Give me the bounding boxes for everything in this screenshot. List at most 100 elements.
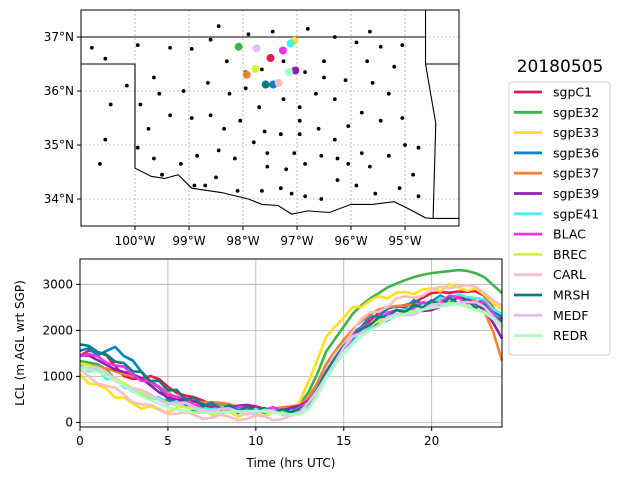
map-x-tick-label: 96°W xyxy=(334,234,367,248)
mesonet-station xyxy=(303,70,307,74)
legend-label-medf: MEDF xyxy=(553,308,589,323)
legend-label-brec: BREC xyxy=(553,247,587,262)
site-marker-brec xyxy=(251,64,260,73)
mesonet-station xyxy=(160,172,164,177)
mesonet-station xyxy=(195,153,200,158)
mesonet-station xyxy=(346,124,351,128)
mesonet-points xyxy=(89,24,421,201)
mesonet-station xyxy=(332,35,337,39)
site-marker-mrsh xyxy=(261,80,270,89)
ts-y-tick-label: 3000 xyxy=(42,277,73,291)
mesonet-station xyxy=(152,156,156,161)
ts-x-tick-label: 0 xyxy=(76,434,84,448)
mesonet-station xyxy=(208,113,213,118)
mesonet-station xyxy=(281,59,286,64)
mesonet-station xyxy=(365,59,370,64)
site-marker-sgpc1 xyxy=(266,54,275,63)
mesonet-station xyxy=(146,126,151,131)
legend-label-sgpe39: sgpE39 xyxy=(553,186,599,201)
mesonet-station xyxy=(103,56,108,61)
mesonet-station xyxy=(246,32,251,37)
mesonet-station xyxy=(181,89,186,93)
mesonet-station xyxy=(89,45,94,50)
mesonet-station xyxy=(265,151,270,156)
site-marker-sgpe32 xyxy=(234,42,243,51)
mesonet-station xyxy=(400,116,405,120)
map-y-tick-label: 34°N xyxy=(44,192,74,206)
ts-x-tick-label: 5 xyxy=(164,434,172,448)
mesonet-station xyxy=(270,29,275,34)
mesonet-station xyxy=(370,81,375,85)
ts-x-tick-label: 20 xyxy=(424,434,439,448)
mesonet-station xyxy=(297,118,302,123)
mesonet-station xyxy=(238,118,243,123)
mesonet-station xyxy=(208,37,213,42)
mesonet-station xyxy=(135,145,140,150)
mesonet-station xyxy=(289,191,294,196)
ts-y-tick-label: 0 xyxy=(65,415,73,429)
legend-label-redr: REDR xyxy=(553,328,588,343)
mesonet-station xyxy=(251,140,256,145)
mesonet-station xyxy=(216,148,221,153)
mesonet-station xyxy=(189,116,194,120)
mesonet-station xyxy=(314,91,318,96)
mesonet-station xyxy=(257,105,262,110)
east-border xyxy=(424,10,437,219)
timeseries-x-ticks: 0 5 10 15 20 xyxy=(76,427,439,448)
mesonet-station xyxy=(322,59,326,64)
legend-label-sgpe32: sgpE32 xyxy=(553,105,599,120)
map-y-ticks: 34°N 35°N 36°N 37°N xyxy=(44,30,81,206)
texas-border xyxy=(81,63,434,219)
mesonet-station xyxy=(354,183,359,188)
map-y-tick-label: 35°N xyxy=(44,138,74,152)
map-panel: 100°W 99°W 98°W 97°W 96°W 95°W 34°N 35°N 36°N 37… xyxy=(44,9,460,248)
mesonet-station xyxy=(305,27,310,31)
legend-label-sgpe36: sgpE36 xyxy=(553,145,599,160)
mesonet-station xyxy=(192,183,197,188)
site-marker-sgpe39 xyxy=(291,66,300,75)
mesonet-station xyxy=(354,40,359,45)
mesonet-station xyxy=(278,186,283,191)
mesonet-station xyxy=(152,75,156,80)
timeseries-lines xyxy=(79,268,504,422)
legend-label-sgpe41: sgpE41 xyxy=(553,206,599,221)
map-y-tick-label: 37°N xyxy=(44,30,74,44)
mesonet-station xyxy=(179,162,183,166)
legend-label-sgpe33: sgpE33 xyxy=(553,125,599,140)
ts-x-tick-label: 10 xyxy=(248,434,263,448)
mesonet-station xyxy=(411,172,415,177)
mesonet-station xyxy=(346,162,351,166)
mesonet-station xyxy=(233,156,237,161)
mesonet-station xyxy=(297,132,302,137)
series-line-redr xyxy=(79,302,503,416)
timeseries-gridlines xyxy=(79,259,502,427)
mesonet-station xyxy=(343,78,348,83)
series-line-mrsh xyxy=(79,296,503,414)
mesonet-station xyxy=(235,189,240,193)
mesonet-station xyxy=(335,156,340,161)
site-marker-medf xyxy=(252,44,261,53)
x-axis-label: Time (hrs UTC) xyxy=(246,456,336,470)
map-x-tick-label: 97°W xyxy=(280,234,313,248)
mesonet-station xyxy=(303,194,307,199)
mesonet-station xyxy=(386,153,391,158)
legend-label-mrsh: MRSH xyxy=(553,288,590,303)
map-x-ticks: 100°W 99°W 98°W 97°W 96°W 95°W xyxy=(115,226,422,248)
mesonet-station xyxy=(108,102,113,107)
mesonet-station xyxy=(224,59,229,64)
mesonet-station xyxy=(203,183,208,188)
site-marker-redr xyxy=(284,68,293,77)
ts-x-tick-label: 15 xyxy=(336,434,351,448)
mesonet-station xyxy=(297,105,302,110)
mesonet-station xyxy=(403,143,407,147)
mesonet-station xyxy=(316,126,321,131)
series-line-sgpe39 xyxy=(79,296,504,414)
map-frame xyxy=(80,9,460,227)
site-marker-carl xyxy=(274,78,283,87)
site-markers xyxy=(234,36,300,89)
mesonet-station xyxy=(260,67,264,72)
legend-label-sgpc1: sgpC1 xyxy=(553,85,592,100)
mesonet-station xyxy=(400,43,405,47)
ts-y-tick-label: 2000 xyxy=(42,323,73,337)
